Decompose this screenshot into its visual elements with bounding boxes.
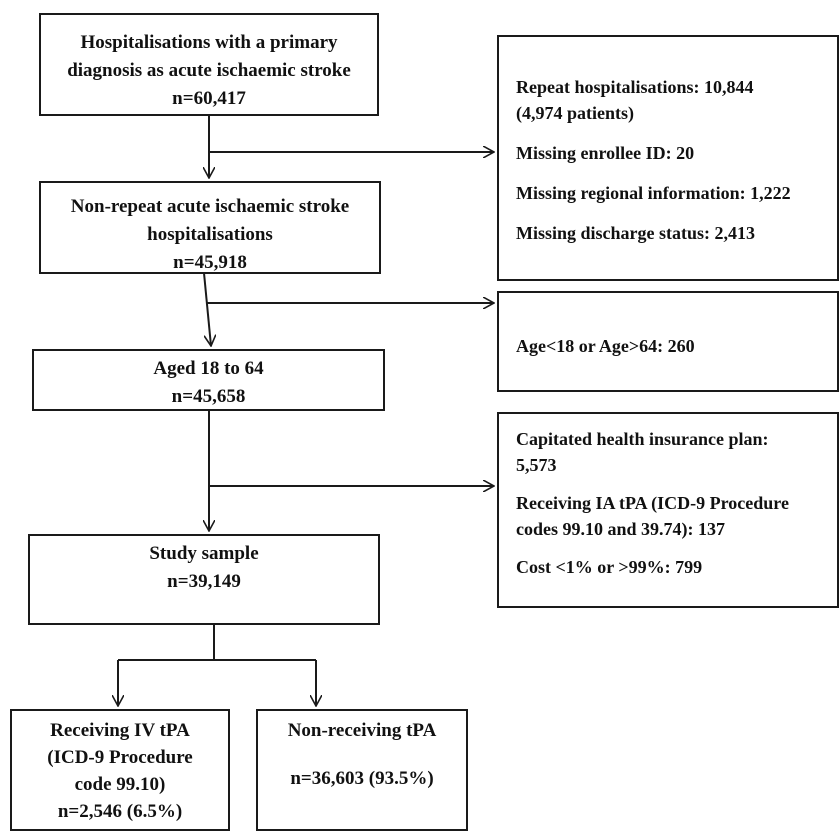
- box-initial-line-2: diagnosis as acute ischaemic stroke: [67, 60, 351, 81]
- box-exclusions-1: Repeat hospitalisations: 10,844 (4,974 p…: [497, 35, 839, 281]
- exclusion-ia-tpa: Receiving IA tPA (ICD-9 Procedure: [516, 493, 789, 513]
- exclusion-age-range: Age<18 or Age>64: 260: [516, 336, 695, 356]
- exclusion-missing-enrollee-id: Missing enrollee ID: 20: [516, 143, 695, 163]
- box-study-count: n=39,149: [167, 571, 241, 592]
- box-nontpa-line-1: Non-receiving tPA: [287, 720, 437, 741]
- exclusion-capitated-count: 5,573: [516, 455, 557, 475]
- box-initial-hospitalisations: Hospitalisations with a primary diagnosi…: [39, 13, 379, 116]
- box-exclusions-2: Age<18 or Age>64: 260: [497, 291, 839, 392]
- box-ivtpa-line-1: Receiving IV tPA: [50, 720, 190, 741]
- box-nonrepeat-line-2: hospitalisations: [147, 224, 273, 245]
- box-study-sample: Study sample n=39,149: [28, 534, 380, 625]
- box-exclusions-3: Capitated health insurance plan: 5,573 R…: [497, 412, 839, 608]
- arrow-nonrepeat-to-aged: [203, 272, 211, 346]
- exclusion-repeat-hospitalisations: Repeat hospitalisations: 10,844: [516, 77, 754, 97]
- box-ivtpa-line-2: (ICD-9 Procedure: [47, 747, 193, 768]
- box-ivtpa-count: n=2,546 (6.5%): [57, 801, 183, 822]
- box-nonrepeat-hospitalisations: Non-repeat acute ischaemic stroke hospit…: [39, 181, 381, 274]
- exclusion-capitated-plan: Capitated health insurance plan:: [516, 429, 769, 449]
- exclusion-cost: Cost <1% or >99%: 799: [516, 557, 703, 577]
- box-aged-count: n=45,658: [171, 386, 246, 407]
- exclusion-missing-regional-info: Missing regional information: 1,222: [516, 183, 791, 203]
- box-ivtpa-line-3: code 99.10): [74, 774, 166, 795]
- exclusion-ia-tpa-codes: codes 99.10 and 39.74): 137: [516, 519, 726, 539]
- box-non-receiving-tpa: Non-receiving tPA n=36,603 (93.5%): [256, 709, 468, 831]
- box-study-line-1: Study sample: [149, 543, 259, 564]
- box-initial-line-1: Hospitalisations with a primary: [80, 32, 338, 53]
- box-nonrepeat-count: n=45,918: [173, 252, 247, 273]
- exclusion-missing-discharge-status: Missing discharge status: 2,413: [516, 223, 756, 243]
- box-receiving-iv-tpa: Receiving IV tPA (ICD-9 Procedure code 9…: [10, 709, 230, 831]
- box-aged-line-1: Aged 18 to 64: [153, 358, 264, 379]
- box-nonrepeat-line-1: Non-repeat acute ischaemic stroke: [70, 196, 350, 217]
- exclusion-repeat-patients: (4,974 patients): [516, 103, 634, 123]
- box-aged-18-to-64: Aged 18 to 64 n=45,658: [32, 349, 385, 411]
- box-initial-count: n=60,417: [172, 88, 246, 109]
- box-nontpa-count: n=36,603 (93.5%): [290, 768, 434, 789]
